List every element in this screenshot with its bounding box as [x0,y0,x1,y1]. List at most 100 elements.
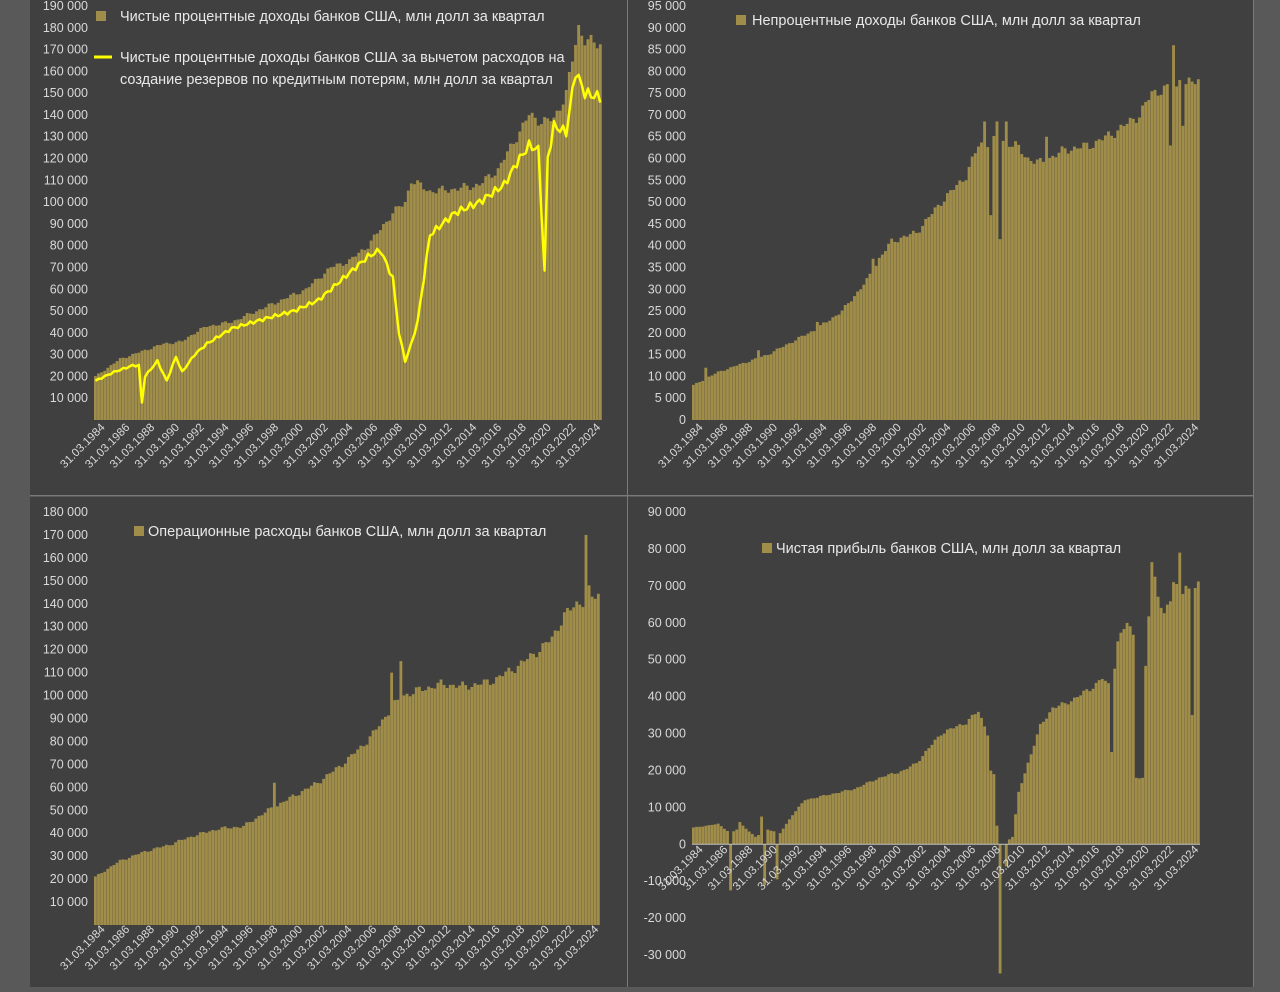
bar [930,214,934,420]
bar [146,350,150,420]
bar [887,243,890,420]
bar [536,125,540,420]
bar [567,71,571,420]
chart-operating-expenses: 10 000 20 000 30 000 40 000 50 000 60 000 70 0… [43,505,602,973]
bar [933,739,937,845]
bar [849,301,853,420]
bar [980,717,983,845]
bar [301,290,305,420]
bar [323,273,327,420]
bar [162,343,165,420]
bar [131,855,134,925]
bar [270,303,274,420]
y-tick-label: 150 000 [43,86,88,100]
bar [540,124,543,421]
bar [400,206,404,420]
bar [454,687,458,925]
bar [593,598,597,925]
bar [242,825,245,925]
bar [1172,45,1175,420]
bar [1138,117,1141,420]
bar [986,735,990,845]
bar [1150,562,1154,845]
bar [1014,814,1017,845]
bar [595,48,599,421]
bar [572,607,576,925]
bar [334,767,338,925]
y-tick-label: 70 000 [648,579,686,593]
bar [384,716,387,925]
bar [701,826,705,845]
bar [930,744,934,845]
bar [294,795,298,925]
bar [279,802,282,925]
bar [905,768,909,845]
bar [282,298,286,420]
bar [1184,585,1188,845]
bar [915,232,918,420]
bar [140,350,144,420]
bar [338,263,342,420]
bar [843,789,847,845]
bar [757,350,760,420]
bar [998,844,1002,974]
y-tick-label: 70 000 [50,757,88,771]
bar [444,190,447,420]
bar [581,607,585,925]
bar [405,693,409,925]
bar [1091,688,1095,845]
y-tick-label: 100 000 [43,195,88,209]
bar [417,686,421,925]
bar [198,832,202,925]
bar [1082,142,1086,420]
bar [359,745,363,925]
bar [1193,587,1197,845]
bar [211,829,215,925]
bar [744,363,748,420]
bar [248,822,252,925]
bar [1144,101,1148,420]
bar [1100,140,1104,420]
bar [109,866,113,925]
bar [1007,146,1011,420]
bar [871,258,875,420]
bar [235,827,239,925]
bar [1162,613,1166,845]
bar [803,800,807,845]
bar [722,370,726,420]
bar [168,845,171,925]
bar [183,339,187,420]
bar [840,791,844,845]
bar [465,185,469,420]
bar [859,289,863,420]
bar [1042,161,1045,420]
bar [980,142,983,420]
bar [464,685,468,925]
bar [1175,584,1179,845]
bar [409,183,413,420]
bar [908,766,912,845]
bar [109,365,113,420]
bar [202,327,206,420]
bar [750,834,754,845]
y-tick-label: 150 000 [43,574,88,588]
bar [819,325,822,420]
bar [180,341,184,420]
bar [927,748,931,845]
bar [729,844,733,891]
bar [781,346,785,420]
bar [350,754,353,925]
bar [815,321,819,420]
bar [1138,778,1141,845]
bar [471,187,475,420]
bar [298,294,302,420]
bar [445,687,449,925]
bar [451,684,455,925]
bar [251,821,255,925]
bar [390,672,394,925]
y-tick-label: 90 000 [50,217,88,231]
y-tick-label: 160 000 [43,64,88,78]
panel-non-interest-income: 0 5 000 10 000 15 000 20 000 25 000 30 000 35 0… [628,0,1254,495]
y-tick-label: 40 000 [50,826,88,840]
bar [362,746,366,925]
